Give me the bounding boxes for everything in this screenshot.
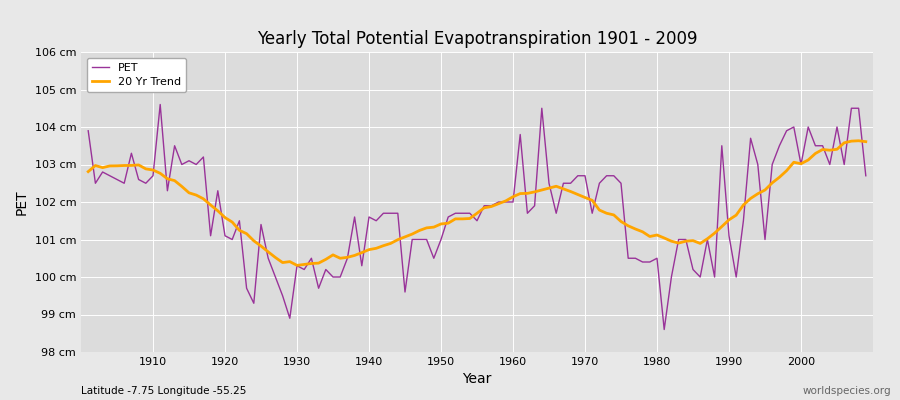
Legend: PET, 20 Yr Trend: PET, 20 Yr Trend bbox=[86, 58, 186, 92]
Title: Yearly Total Potential Evapotranspiration 1901 - 2009: Yearly Total Potential Evapotranspiratio… bbox=[256, 30, 698, 48]
20 Yr Trend bbox=[306, 261, 317, 266]
20 Yr Trend bbox=[601, 211, 612, 216]
PET bbox=[349, 214, 360, 219]
Text: worldspecies.org: worldspecies.org bbox=[803, 386, 891, 396]
PET bbox=[860, 173, 871, 178]
X-axis label: Year: Year bbox=[463, 372, 491, 386]
PET bbox=[155, 102, 166, 107]
Line: 20 Yr Trend: 20 Yr Trend bbox=[88, 141, 866, 265]
PET bbox=[601, 173, 612, 178]
Y-axis label: PET: PET bbox=[15, 189, 29, 215]
20 Yr Trend bbox=[860, 139, 871, 144]
PET bbox=[659, 327, 670, 332]
20 Yr Trend bbox=[508, 194, 518, 199]
20 Yr Trend bbox=[140, 166, 151, 171]
PET bbox=[508, 200, 518, 204]
PET bbox=[83, 128, 94, 133]
20 Yr Trend bbox=[853, 138, 864, 143]
20 Yr Trend bbox=[83, 169, 94, 174]
PET bbox=[306, 256, 317, 261]
20 Yr Trend bbox=[349, 253, 360, 258]
Line: PET: PET bbox=[88, 104, 866, 330]
PET bbox=[140, 181, 151, 186]
20 Yr Trend bbox=[292, 263, 302, 268]
20 Yr Trend bbox=[515, 191, 526, 196]
PET bbox=[515, 132, 526, 137]
Text: Latitude -7.75 Longitude -55.25: Latitude -7.75 Longitude -55.25 bbox=[81, 386, 247, 396]
